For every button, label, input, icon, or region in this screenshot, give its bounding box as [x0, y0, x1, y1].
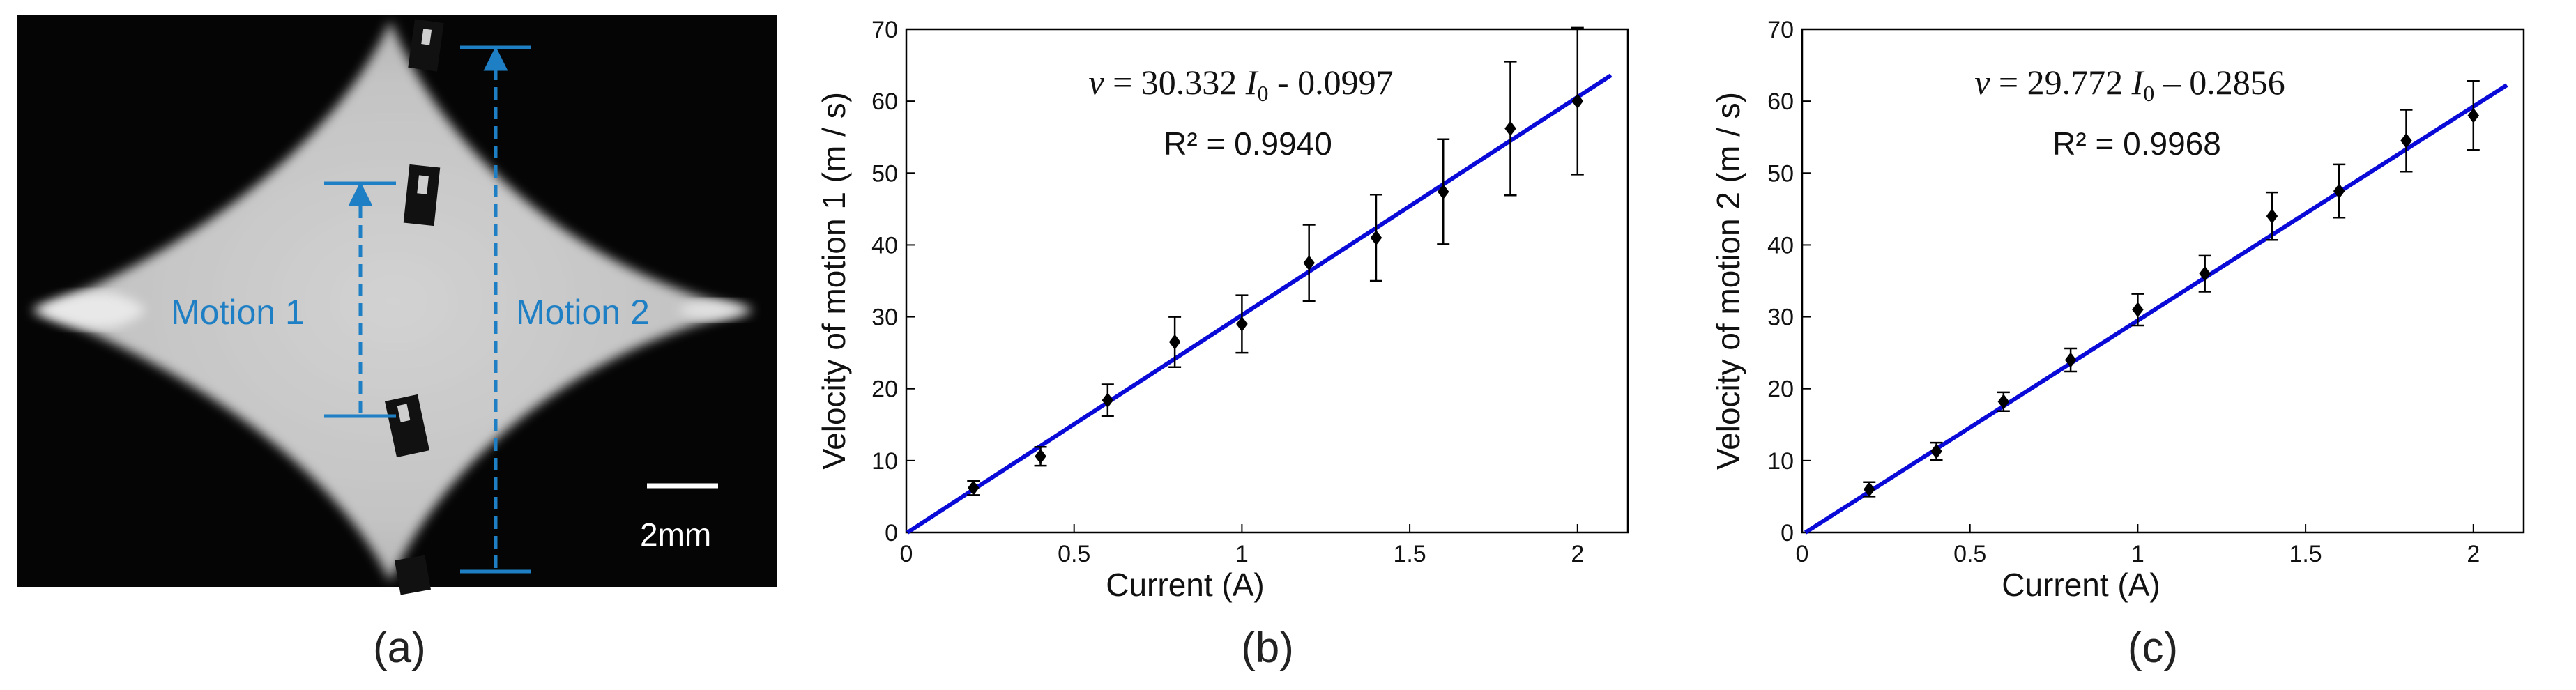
- y-axis-label: Velocity of motion 2 (m / s): [1710, 92, 1746, 470]
- data-point: [2199, 266, 2211, 282]
- data-point: [1370, 230, 1382, 246]
- panel-a: Motion 1 Motion 2 2mm (a): [17, 15, 777, 672]
- data-point: [2064, 352, 2077, 368]
- y-tick-label: 70: [1767, 17, 1794, 43]
- ticks: [906, 29, 1578, 533]
- fit-equation: v = 29.772 I0 – 0.2856: [1974, 63, 2285, 106]
- motion2-label: Motion 2: [516, 293, 650, 332]
- x-tick-label: 0: [900, 541, 913, 567]
- data-point: [1864, 482, 1875, 498]
- y-tick-label: 40: [871, 232, 898, 259]
- x-tick-label: 0: [1796, 541, 1809, 567]
- x-tick-label: 1.5: [1393, 541, 1426, 567]
- x-axis-label: Current (A): [1106, 567, 1264, 603]
- data-point: [2400, 132, 2412, 148]
- data-point: [1930, 443, 1942, 459]
- fit-line: [1804, 83, 2508, 535]
- photo-highlight: [31, 291, 146, 329]
- data-point: [1504, 121, 1516, 137]
- x-tick-label: 2: [2467, 541, 2480, 567]
- y-tick-label: 0: [885, 520, 898, 546]
- data-point: [2333, 183, 2345, 199]
- x-tick-label: 1: [1235, 541, 1249, 567]
- fit-line: [906, 73, 1613, 535]
- y-tick-label: 10: [871, 448, 898, 475]
- y-tick-label: 0: [1781, 520, 1794, 546]
- y-tick-label: 10: [1767, 448, 1794, 475]
- y-tick-label: 50: [1767, 160, 1794, 187]
- y-tick-label: 70: [871, 17, 898, 43]
- r-squared: R² = 0.9940: [1164, 125, 1332, 162]
- plot-frame: [905, 28, 1629, 534]
- y-tick-label: 50: [871, 160, 898, 187]
- ticks: [1801, 29, 2474, 533]
- y-tick-label: 20: [871, 376, 898, 403]
- slider-marker-top: [408, 19, 444, 72]
- y-tick-label: 60: [871, 89, 898, 115]
- data-point: [2266, 208, 2278, 224]
- data-point: [1437, 184, 1449, 200]
- panel-a-label: (a): [373, 624, 426, 672]
- y-axis-label: Velocity of motion 1 (m / s): [816, 92, 852, 470]
- x-tick-label: 0.5: [1953, 541, 1986, 567]
- data-point: [968, 480, 980, 496]
- data-point: [2132, 302, 2144, 318]
- y-tick-label: 40: [1767, 232, 1794, 259]
- photo-highlight-right: [676, 299, 753, 321]
- marks: [1804, 80, 2508, 535]
- data-point: [1102, 392, 1114, 408]
- fit-equation: v = 30.332 I0 - 0.0997: [1088, 63, 1393, 106]
- y-tick-label: 30: [1767, 305, 1794, 331]
- y-tick-label: 30: [871, 305, 898, 331]
- slider-marker-lower: [385, 394, 429, 458]
- photo-image: [35, 21, 753, 582]
- slider-marker-bottom: [394, 555, 432, 595]
- data-point: [1997, 394, 2010, 410]
- data-point: [1168, 334, 1181, 350]
- x-tick-label: 0.5: [1058, 541, 1090, 567]
- marks: [906, 26, 1613, 535]
- panel-b-label: (b): [1241, 624, 1294, 672]
- plot-frame: [1801, 28, 2525, 534]
- data-point: [2467, 107, 2480, 123]
- x-axis-label: Current (A): [2002, 567, 2160, 603]
- x-tick-label: 2: [1571, 541, 1584, 567]
- slider-marker-upper: [403, 164, 441, 227]
- data-point: [1571, 93, 1584, 109]
- x-tick-label: 1: [2131, 541, 2144, 567]
- y-tick-label: 20: [1767, 376, 1794, 403]
- data-point: [1236, 316, 1248, 332]
- motion1-label: Motion 1: [171, 293, 305, 332]
- panel-c-label: (c): [2128, 624, 2178, 672]
- scale-bar-label: 2mm: [640, 516, 711, 553]
- r-squared: R² = 0.9968: [2052, 125, 2221, 162]
- y-tick-label: 60: [1767, 89, 1794, 115]
- data-point: [1035, 448, 1046, 464]
- data-point: [1303, 255, 1315, 271]
- x-tick-label: 1.5: [2289, 541, 2322, 567]
